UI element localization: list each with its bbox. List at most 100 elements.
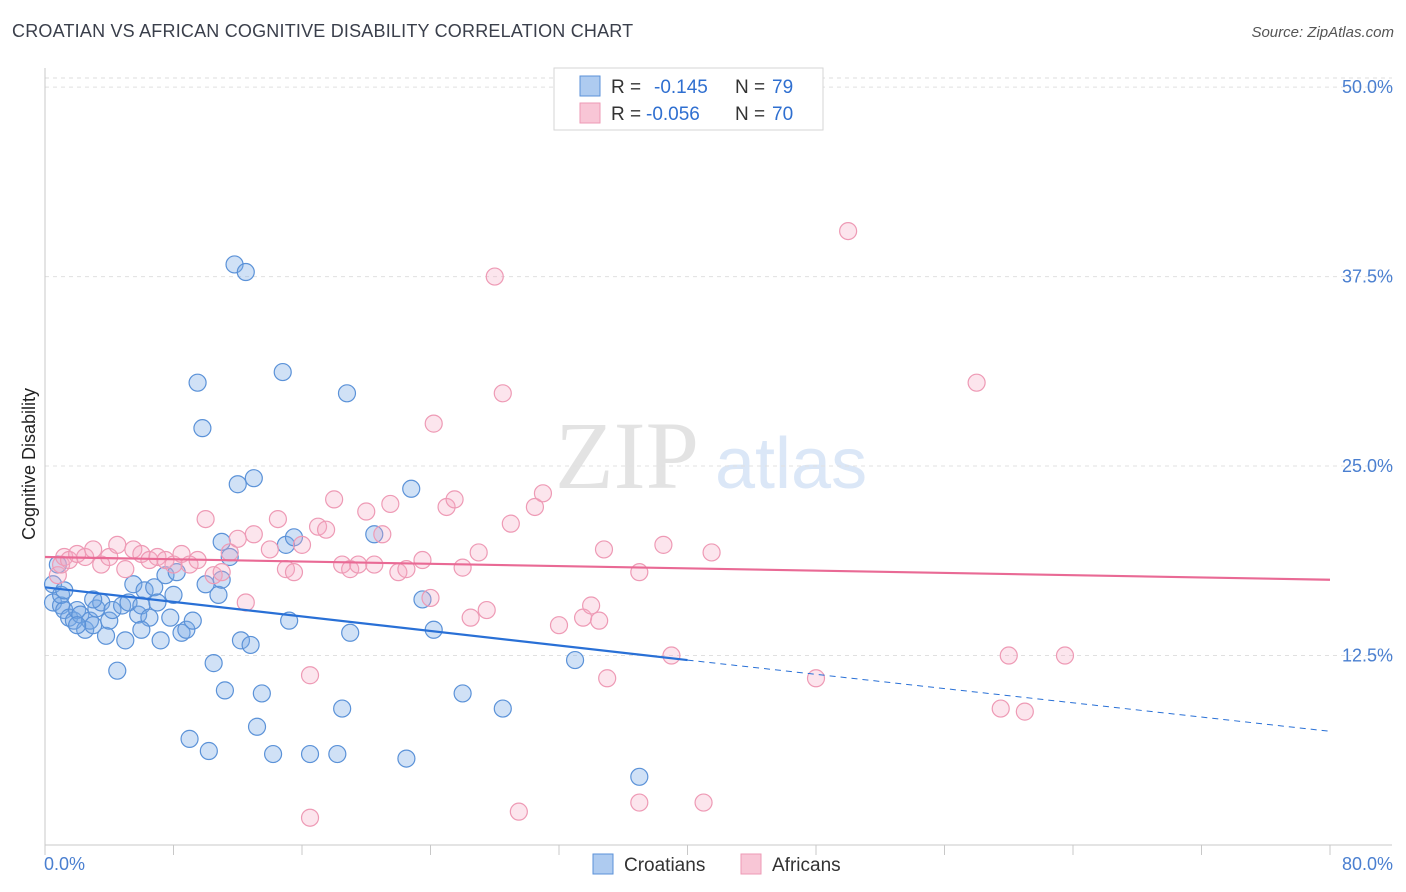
africans-point <box>694 793 713 812</box>
africans-point <box>244 525 263 544</box>
y-axis-label: Cognitive Disability <box>19 388 39 540</box>
croatians-point <box>177 620 196 639</box>
croatians-points <box>43 255 649 786</box>
africans-point <box>991 699 1010 718</box>
croatians-point <box>183 611 202 630</box>
croatians-point <box>116 631 135 650</box>
africans-point <box>268 510 288 529</box>
africans-point <box>349 555 368 574</box>
africans-point <box>260 540 279 559</box>
africans-point <box>477 600 496 620</box>
africans-point <box>630 793 649 812</box>
africans-point <box>421 588 440 608</box>
croatians-trend-extension <box>687 659 1331 732</box>
croatians-point <box>103 600 122 620</box>
africans-point <box>501 514 520 533</box>
x-tick-label-max: 80.0% <box>1342 854 1393 874</box>
croatians-point <box>328 744 347 764</box>
croatians-point <box>341 623 360 642</box>
trend-lines <box>44 555 1331 732</box>
y-tick-label: 25.0% <box>1342 456 1393 476</box>
africans-point <box>116 560 135 579</box>
africans-point <box>397 560 416 579</box>
croatians-point <box>132 620 151 639</box>
legend-r-label-1: R = <box>611 77 641 98</box>
croatians-point <box>68 616 87 635</box>
africans-point <box>967 373 986 392</box>
legend-swatch-croatians <box>579 75 601 97</box>
africans-point <box>300 666 320 685</box>
africans-point <box>357 502 376 521</box>
watermark-zip: ZIP <box>555 402 699 509</box>
croatians-point <box>84 590 103 609</box>
axes <box>44 68 1392 855</box>
africans-point <box>485 267 504 286</box>
africans-trend-line <box>44 555 1331 581</box>
africans-point <box>292 535 312 554</box>
africans-point <box>525 497 545 517</box>
legend-n-label-2: N = <box>735 104 765 125</box>
croatians-point <box>161 608 180 627</box>
bottom-legend-croatians: Croatians <box>624 855 705 876</box>
africans-point <box>582 596 601 615</box>
legend-n-value-1: 79 <box>772 77 793 98</box>
africans-point <box>590 611 609 630</box>
africans-point <box>630 563 649 582</box>
africans-point <box>598 669 617 688</box>
chart-title: CROATIAN VS AFRICAN COGNITIVE DISABILITY… <box>12 21 634 41</box>
africans-point <box>654 535 673 554</box>
africans-point <box>594 540 614 559</box>
croatians-point <box>96 626 116 645</box>
africans-point <box>212 563 231 582</box>
africans-point <box>365 555 384 574</box>
legend-swatch-africans <box>579 102 601 124</box>
africans-point <box>493 384 512 403</box>
croatians-point <box>252 684 271 703</box>
croatians-point <box>228 475 247 494</box>
croatians-point <box>193 419 212 438</box>
legend-r-label-2: R = <box>611 104 641 125</box>
africans-point <box>84 540 103 559</box>
croatians-point <box>630 767 649 786</box>
bottom-swatch-croatians <box>592 853 614 875</box>
croatians-point <box>100 611 119 630</box>
africans-points <box>48 221 1075 827</box>
africans-point <box>413 550 432 570</box>
croatians-point <box>124 575 143 594</box>
africans-point <box>461 608 480 627</box>
croatians-point <box>244 469 263 488</box>
legend-n-value-2: 70 <box>772 104 793 125</box>
africans-point <box>316 520 336 539</box>
legend-r-value-1: -0.145 <box>654 77 708 98</box>
croatians-point <box>164 585 183 604</box>
croatians-point <box>108 661 127 680</box>
croatians-point <box>247 717 267 736</box>
africans-point <box>549 616 569 635</box>
africans-point <box>702 543 721 562</box>
bottom-swatch-africans <box>740 853 762 875</box>
legend-r-value-2: -0.056 <box>646 104 700 125</box>
croatians-point <box>180 729 199 748</box>
source-credit: Source: ZipAtlas.com <box>1251 24 1394 41</box>
watermark-atlas: atlas <box>715 424 867 504</box>
croatians-point <box>333 699 352 718</box>
croatians-point <box>565 650 585 670</box>
legend-n-label-1: N = <box>735 77 765 98</box>
croatians-point <box>493 699 512 718</box>
africans-point <box>839 221 858 241</box>
africans-point <box>300 808 320 827</box>
croatians-point <box>209 585 228 604</box>
africans-point <box>509 802 528 821</box>
croatians-point <box>148 593 167 612</box>
croatians-point <box>231 631 251 650</box>
croatians-point <box>241 635 260 655</box>
croatians-point <box>145 578 164 597</box>
croatians-point <box>397 749 416 768</box>
africans-point <box>381 494 400 514</box>
africans-point <box>284 563 304 582</box>
africans-point <box>445 490 464 509</box>
africans-point <box>196 510 215 529</box>
africans-point <box>325 490 344 509</box>
africans-point <box>469 543 488 562</box>
